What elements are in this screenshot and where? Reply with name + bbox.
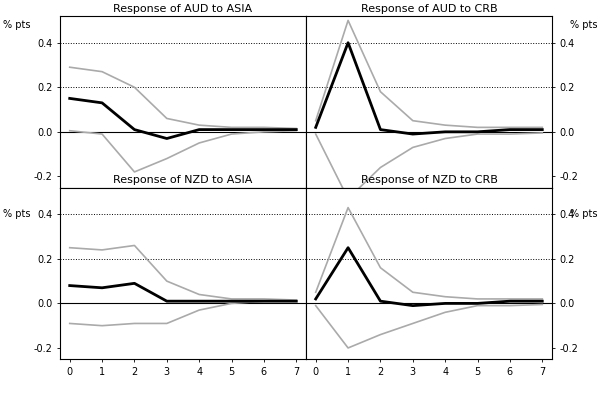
Text: % pts: % pts [569,20,597,30]
Text: % pts: % pts [569,209,597,219]
Title: Response of AUD to CRB: Response of AUD to CRB [361,4,497,14]
Title: Response of NZD to CRB: Response of NZD to CRB [361,176,497,186]
Title: Response of NZD to ASIA: Response of NZD to ASIA [113,176,253,186]
Title: Response of AUD to ASIA: Response of AUD to ASIA [113,4,253,14]
Text: % pts: % pts [3,209,31,219]
Text: % pts: % pts [3,20,31,30]
